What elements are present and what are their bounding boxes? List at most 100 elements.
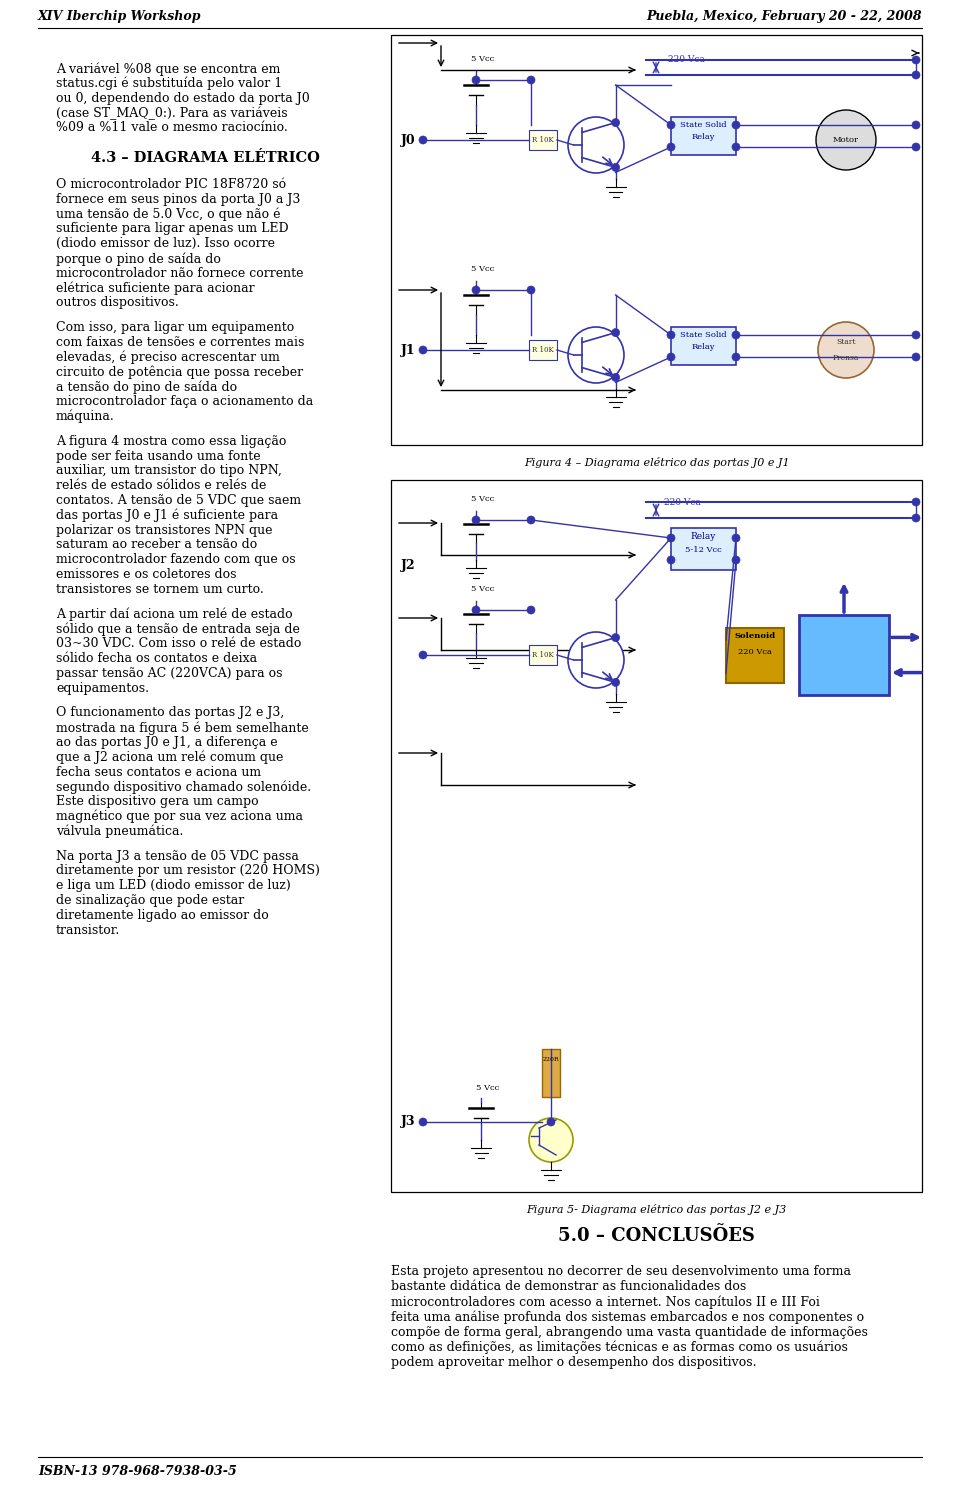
- Circle shape: [667, 353, 675, 362]
- Circle shape: [816, 110, 876, 170]
- Text: porque o pino de saída do: porque o pino de saída do: [56, 252, 221, 265]
- Text: R 10K: R 10K: [532, 651, 554, 659]
- Circle shape: [527, 515, 535, 524]
- Text: como as definições, as limitações técnicas e as formas como os usuários: como as definições, as limitações técnic…: [391, 1341, 848, 1355]
- Text: ISBN-13 978-968-7938-03-5: ISBN-13 978-968-7938-03-5: [38, 1465, 237, 1478]
- Circle shape: [732, 143, 740, 151]
- Text: 220 Vca: 220 Vca: [668, 54, 705, 63]
- Circle shape: [732, 556, 740, 564]
- Text: outros dispositivos.: outros dispositivos.: [56, 297, 179, 309]
- Text: O funcionamento das portas J2 e J3,: O funcionamento das portas J2 e J3,: [56, 707, 284, 719]
- Text: (case ST_MAQ_0:). Para as variáveis: (case ST_MAQ_0:). Para as variáveis: [56, 107, 288, 119]
- Text: auxiliar, um transistor do tipo NPN,: auxiliar, um transistor do tipo NPN,: [56, 464, 282, 478]
- Text: 220 Vca: 220 Vca: [738, 648, 772, 656]
- Circle shape: [912, 121, 920, 130]
- Text: saturam ao receber a tensão do: saturam ao receber a tensão do: [56, 538, 257, 552]
- Text: podem aproveitar melhor o desempenho dos dispositivos.: podem aproveitar melhor o desempenho dos…: [391, 1356, 756, 1370]
- Text: Solenoid: Solenoid: [734, 631, 776, 640]
- Bar: [671, 118, 736, 155]
- Text: diretamente ligado ao emissor do: diretamente ligado ao emissor do: [56, 909, 269, 922]
- Bar: [529, 645, 557, 665]
- Bar: [391, 481, 922, 1192]
- Text: transistor.: transistor.: [56, 924, 120, 936]
- Text: circuito de potência que possa receber: circuito de potência que possa receber: [56, 366, 303, 380]
- Text: fecha seus contatos e aciona um: fecha seus contatos e aciona um: [56, 766, 261, 779]
- Bar: [529, 341, 557, 360]
- Circle shape: [472, 515, 480, 524]
- Bar: [542, 1049, 560, 1097]
- Text: Este dispositivo gera um campo: Este dispositivo gera um campo: [56, 796, 258, 808]
- Text: fornece em seus pinos da porta J0 a J3: fornece em seus pinos da porta J0 a J3: [56, 193, 300, 206]
- Circle shape: [568, 118, 624, 173]
- Circle shape: [612, 119, 619, 127]
- Text: A figura 4 mostra como essa ligação: A figura 4 mostra como essa ligação: [56, 436, 286, 448]
- Text: compõe de forma geral, abrangendo uma vasta quantidade de informações: compõe de forma geral, abrangendo uma va…: [391, 1326, 868, 1338]
- Text: 5 Vcc: 5 Vcc: [471, 494, 494, 503]
- Circle shape: [568, 327, 624, 383]
- Circle shape: [419, 651, 427, 659]
- Text: que a J2 aciona um relé comum que: que a J2 aciona um relé comum que: [56, 750, 283, 764]
- Text: sólido que a tensão de entrada seja de: sólido que a tensão de entrada seja de: [56, 622, 300, 636]
- Text: e liga um LED (diodo emissor de luz): e liga um LED (diodo emissor de luz): [56, 879, 291, 892]
- Text: Figura 4 – Diagrama elétrico das portas J0 e J1: Figura 4 – Diagrama elétrico das portas …: [524, 457, 789, 469]
- Text: 5-12 Vcc: 5-12 Vcc: [685, 546, 722, 555]
- Text: microcontrolador fazendo com que os: microcontrolador fazendo com que os: [56, 553, 296, 567]
- Text: microcontrolador não fornece corrente: microcontrolador não fornece corrente: [56, 267, 303, 280]
- Text: suficiente para ligar apenas um LED: suficiente para ligar apenas um LED: [56, 223, 289, 235]
- Text: emissores e os coletores dos: emissores e os coletores dos: [56, 568, 236, 582]
- Text: equipamentos.: equipamentos.: [56, 681, 149, 695]
- Text: polarizar os transistores NPN que: polarizar os transistores NPN que: [56, 523, 273, 536]
- Circle shape: [732, 533, 740, 543]
- Text: mostrada na figura 5 é bem semelhante: mostrada na figura 5 é bem semelhante: [56, 722, 309, 735]
- Text: Motor: Motor: [833, 136, 859, 145]
- Text: J0: J0: [401, 134, 416, 146]
- Text: de sinalização que pode estar: de sinalização que pode estar: [56, 894, 244, 907]
- Circle shape: [912, 143, 920, 151]
- Circle shape: [612, 633, 619, 642]
- Text: %09 a %11 vale o mesmo raciocínio.: %09 a %11 vale o mesmo raciocínio.: [56, 121, 288, 134]
- Text: 5.0 – CONCLUSÕES: 5.0 – CONCLUSÕES: [558, 1227, 755, 1245]
- Text: A partir daí aciona um relé de estado: A partir daí aciona um relé de estado: [56, 607, 293, 621]
- Text: (diodo emissor de luz). Isso ocorre: (diodo emissor de luz). Isso ocorre: [56, 237, 275, 250]
- Circle shape: [612, 329, 619, 336]
- Text: elevadas, é preciso acrescentar um: elevadas, é preciso acrescentar um: [56, 351, 280, 365]
- Circle shape: [667, 533, 675, 543]
- Circle shape: [667, 143, 675, 151]
- Text: ao das portas J0 e J1, a diferença e: ao das portas J0 e J1, a diferença e: [56, 735, 277, 749]
- Text: R 10K: R 10K: [532, 347, 554, 354]
- Bar: [671, 327, 736, 365]
- Text: a tensão do pino de saída do: a tensão do pino de saída do: [56, 380, 237, 393]
- Circle shape: [419, 347, 427, 354]
- Text: 220 Vca: 220 Vca: [664, 497, 701, 506]
- Circle shape: [419, 1118, 427, 1126]
- Circle shape: [612, 678, 619, 686]
- Text: Na porta J3 a tensão de 05 VDC passa: Na porta J3 a tensão de 05 VDC passa: [56, 850, 299, 862]
- Text: 5 Vcc: 5 Vcc: [471, 585, 494, 592]
- Circle shape: [912, 56, 920, 63]
- Text: elétrica suficiente para acionar: elétrica suficiente para acionar: [56, 282, 254, 295]
- Circle shape: [527, 286, 535, 294]
- Text: R 10K: R 10K: [532, 136, 554, 145]
- Circle shape: [732, 332, 740, 339]
- Text: Start: Start: [836, 338, 855, 347]
- Text: diretamente por um resistor (220 HOMS): diretamente por um resistor (220 HOMS): [56, 865, 320, 877]
- Text: microcontrolador faça o acionamento da: microcontrolador faça o acionamento da: [56, 395, 313, 408]
- Text: Prensa: Prensa: [833, 354, 859, 362]
- Circle shape: [529, 1118, 573, 1162]
- Text: Relay: Relay: [692, 133, 715, 142]
- Text: sólido fecha os contatos e deixa: sólido fecha os contatos e deixa: [56, 653, 257, 665]
- Text: uma tensão de 5.0 Vcc, o que não é: uma tensão de 5.0 Vcc, o que não é: [56, 208, 280, 222]
- Text: O microcontrolador PIC 18F8720 só: O microcontrolador PIC 18F8720 só: [56, 178, 286, 191]
- Text: feita uma análise profunda dos sistemas embarcados e nos componentes o: feita uma análise profunda dos sistemas …: [391, 1311, 864, 1325]
- Circle shape: [912, 71, 920, 78]
- Text: J3: J3: [401, 1115, 416, 1129]
- Circle shape: [568, 631, 624, 689]
- Text: 5 Vcc: 5 Vcc: [471, 54, 494, 63]
- Circle shape: [818, 322, 874, 378]
- Circle shape: [547, 1118, 555, 1126]
- Text: 5 Vcc: 5 Vcc: [476, 1084, 499, 1093]
- Circle shape: [612, 374, 619, 381]
- Text: ou 0, dependendo do estado da porta J0: ou 0, dependendo do estado da porta J0: [56, 92, 310, 104]
- Text: A variável %08 que se encontra em: A variável %08 que se encontra em: [56, 62, 280, 75]
- Text: Relay: Relay: [692, 344, 715, 351]
